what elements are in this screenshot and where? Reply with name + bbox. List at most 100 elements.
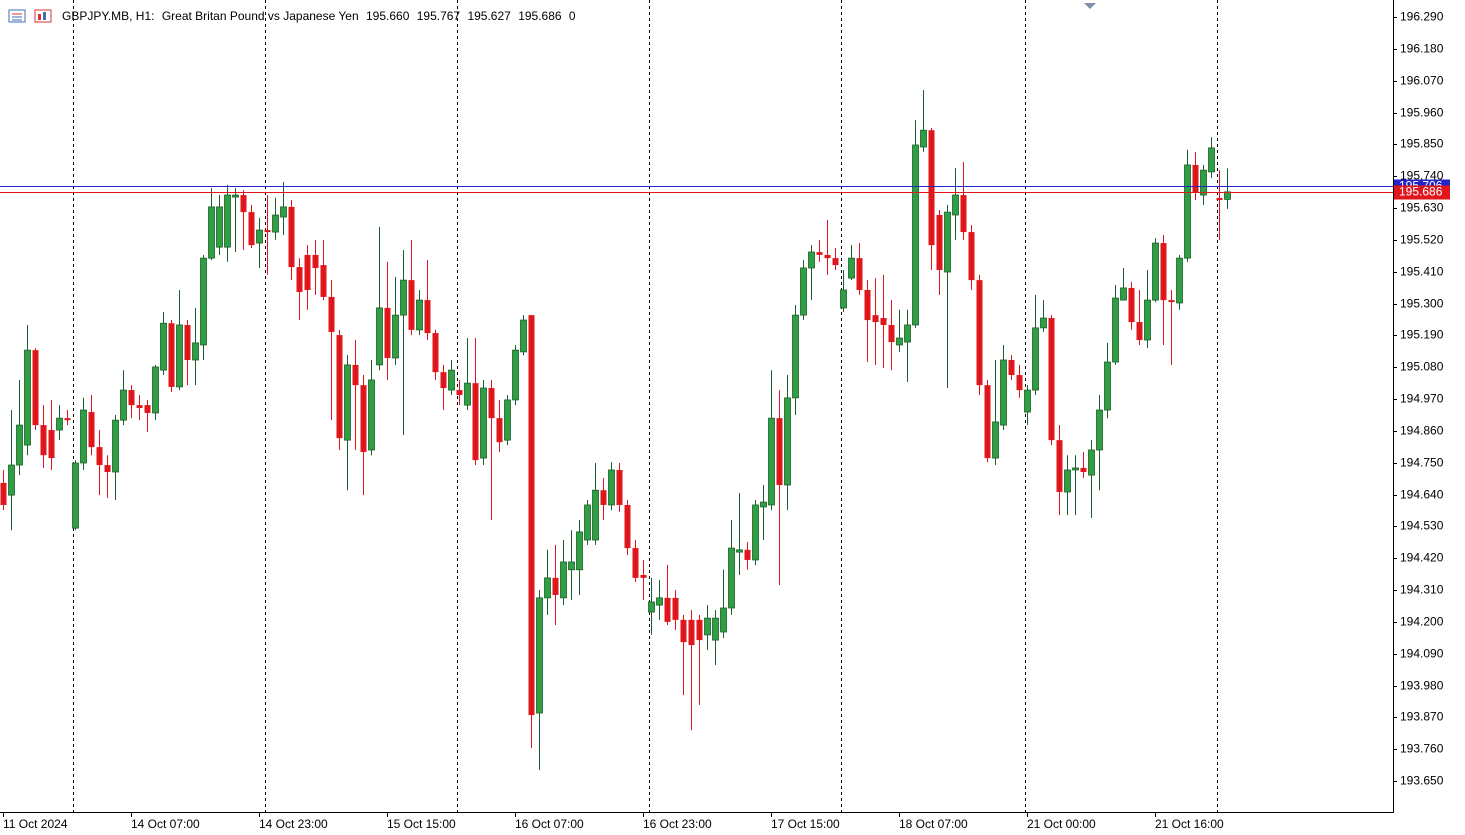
candle-body: [552, 577, 559, 595]
candle-body: [8, 464, 15, 496]
candle-body: [472, 383, 479, 461]
candle-body: [1160, 243, 1167, 301]
candle-body: [192, 342, 199, 361]
candle-body: [216, 206, 223, 248]
candle-body: [376, 307, 383, 366]
candle-body: [1136, 322, 1143, 341]
candle-body: [224, 194, 231, 248]
candle-body: [800, 267, 807, 316]
candle-body: [752, 504, 759, 561]
candle-body: [120, 389, 127, 421]
candle-body: [432, 333, 439, 373]
symbol: GBPJPY.MB, H1:: [62, 9, 155, 23]
x-tick-label: 16 Oct 07:00: [515, 817, 584, 831]
candle-body: [168, 323, 175, 387]
candle-body: [144, 405, 151, 413]
candle-body: [744, 549, 751, 560]
candle-body: [112, 419, 119, 473]
x-tick-label: 14 Oct 23:00: [259, 817, 328, 831]
candle-body: [664, 597, 671, 622]
candle-body: [1176, 257, 1183, 304]
candle-body: [832, 258, 839, 266]
candle-body: [248, 212, 255, 246]
candle-body: [888, 324, 895, 343]
x-tick-label: 15 Oct 15:00: [387, 817, 456, 831]
candle-body: [856, 258, 863, 290]
low-label: 195.627: [467, 9, 511, 23]
candle-body: [32, 350, 39, 426]
candle-body: [1208, 147, 1215, 173]
candle-body: [760, 501, 767, 508]
candle-body: [536, 597, 543, 714]
candle-body: [304, 254, 311, 290]
candle-body: [152, 366, 159, 414]
y-tick-label: 195.630: [1400, 201, 1444, 215]
candle-body: [128, 390, 135, 406]
candle-body: [1008, 359, 1015, 376]
candle-body: [1016, 375, 1023, 391]
candle-body: [560, 561, 567, 599]
candle-body: [56, 417, 63, 431]
candle-body: [88, 412, 95, 448]
y-tick-label: 193.650: [1400, 774, 1444, 788]
candle-body: [640, 574, 647, 578]
candle-body: [840, 289, 847, 309]
candle-body: [1120, 287, 1127, 301]
candle-body: [904, 324, 911, 343]
candle-body: [336, 335, 343, 439]
candle-body: [728, 547, 735, 609]
candle-body: [416, 299, 423, 331]
y-tick-label: 196.180: [1400, 42, 1444, 56]
candle-body: [920, 129, 927, 148]
volume: 0: [568, 9, 576, 23]
candle-body: [520, 319, 527, 353]
candle-body: [496, 418, 503, 443]
x-tick-label: 11 Oct 2024: [3, 817, 68, 831]
x-tick-label: 18 Oct 07:00: [899, 817, 968, 831]
y-tick-label: 195.190: [1400, 328, 1444, 342]
candle-body: [72, 462, 79, 529]
y-tick-label: 194.970: [1400, 392, 1444, 406]
icon-list[interactable]: [8, 9, 26, 23]
candle-body: [488, 388, 495, 419]
candle-body: [824, 254, 831, 259]
candle-body: [440, 372, 447, 389]
candle-body: [1224, 191, 1231, 200]
candle-body: [928, 130, 935, 246]
candle-body: [1064, 469, 1071, 493]
candle-body: [408, 280, 415, 330]
candle-body: [464, 382, 471, 406]
shift-marker[interactable]: [1084, 3, 1096, 9]
candle-body: [912, 144, 919, 326]
candle-body: [368, 379, 375, 451]
candle-body: [352, 364, 359, 386]
candle-body: [960, 195, 967, 233]
y-tick-label: 195.300: [1400, 297, 1444, 311]
candle-body: [160, 322, 167, 371]
candle-body: [344, 364, 351, 441]
candle-body: [896, 337, 903, 346]
candle-body: [456, 390, 463, 396]
candle-body: [816, 252, 823, 255]
candle-body: [1072, 467, 1079, 471]
candle-body: [872, 315, 879, 323]
candle-body: [712, 617, 719, 641]
candle-body: [1040, 317, 1047, 329]
candle-body: [480, 387, 487, 459]
high-label: 195.767: [416, 9, 461, 23]
description: Great Britan Pound vs Japanese Yen: [161, 9, 359, 23]
candle-body: [1168, 300, 1175, 303]
candle-body: [880, 318, 887, 325]
y-tick-label: 194.420: [1400, 551, 1444, 565]
y-tick-label: 194.530: [1400, 519, 1444, 533]
candle-body: [320, 265, 327, 297]
candle-body: [1104, 361, 1111, 411]
candle-body: [288, 206, 295, 268]
candle-body: [24, 349, 31, 446]
candle-body: [1128, 287, 1135, 323]
candle-body: [264, 230, 271, 233]
candle-body: [1096, 409, 1103, 451]
y-tick-label: 195.850: [1400, 137, 1444, 151]
candle-body: [40, 425, 47, 456]
